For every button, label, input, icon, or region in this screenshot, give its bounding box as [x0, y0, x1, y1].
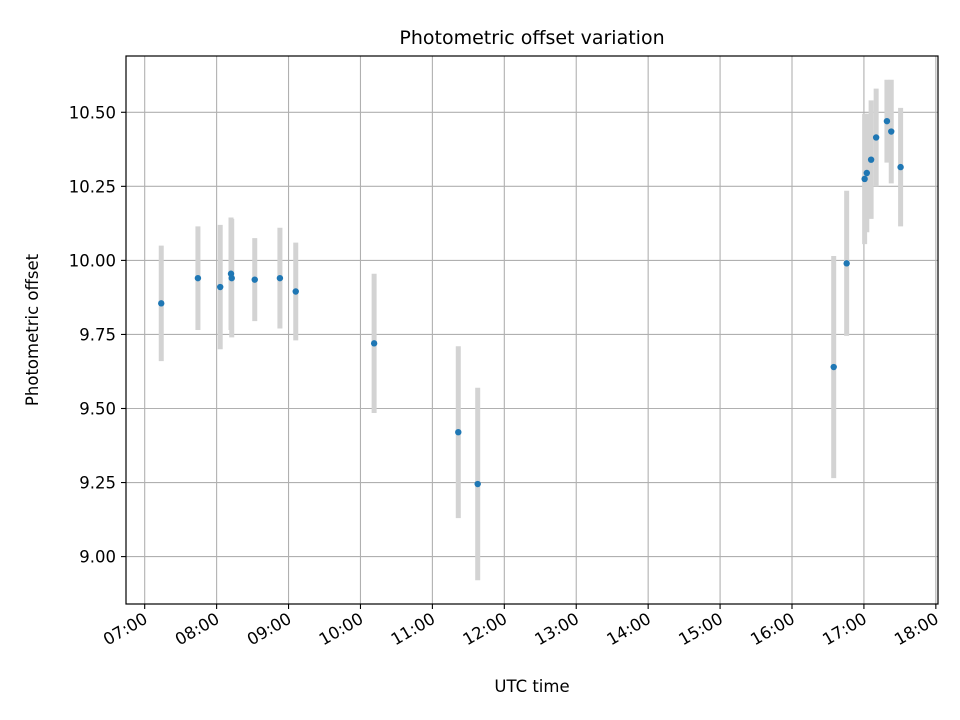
data-point	[830, 363, 837, 371]
data-point	[228, 274, 235, 282]
y-axis-label: Photometric offset	[23, 253, 42, 406]
data-point	[276, 274, 284, 282]
data-point	[883, 117, 891, 125]
plot-frame	[125, 55, 939, 605]
y-tick-label: 9.00	[79, 548, 116, 567]
x-axis-label: UTC time	[494, 677, 569, 696]
y-tick-label: 9.50	[79, 399, 116, 418]
data-point	[867, 156, 875, 163]
data-point	[370, 340, 378, 347]
data-point	[888, 128, 895, 135]
data-point	[861, 175, 868, 183]
y-tick-label: 9.75	[79, 325, 116, 344]
data-point	[897, 163, 904, 171]
chart-title: Photometric offset variation	[399, 27, 664, 49]
data-point	[455, 428, 462, 436]
y-tick-label: 10.00	[69, 251, 116, 270]
y-axis: 9.00 9.25 9.50 9.75 10.00 10.25 10.50	[69, 103, 126, 567]
data-point	[158, 300, 165, 307]
data-point	[194, 274, 202, 282]
data-points	[158, 117, 904, 488]
data-point	[843, 260, 850, 267]
data-point	[474, 480, 481, 488]
data-point	[872, 134, 880, 141]
data-point	[292, 288, 299, 295]
data-point	[217, 283, 224, 291]
y-tick-label: 10.25	[69, 177, 116, 196]
data-point	[251, 276, 258, 283]
y-tick-label: 9.25	[79, 474, 116, 493]
y-tick-label: 10.50	[69, 103, 116, 122]
data-point	[863, 169, 870, 177]
